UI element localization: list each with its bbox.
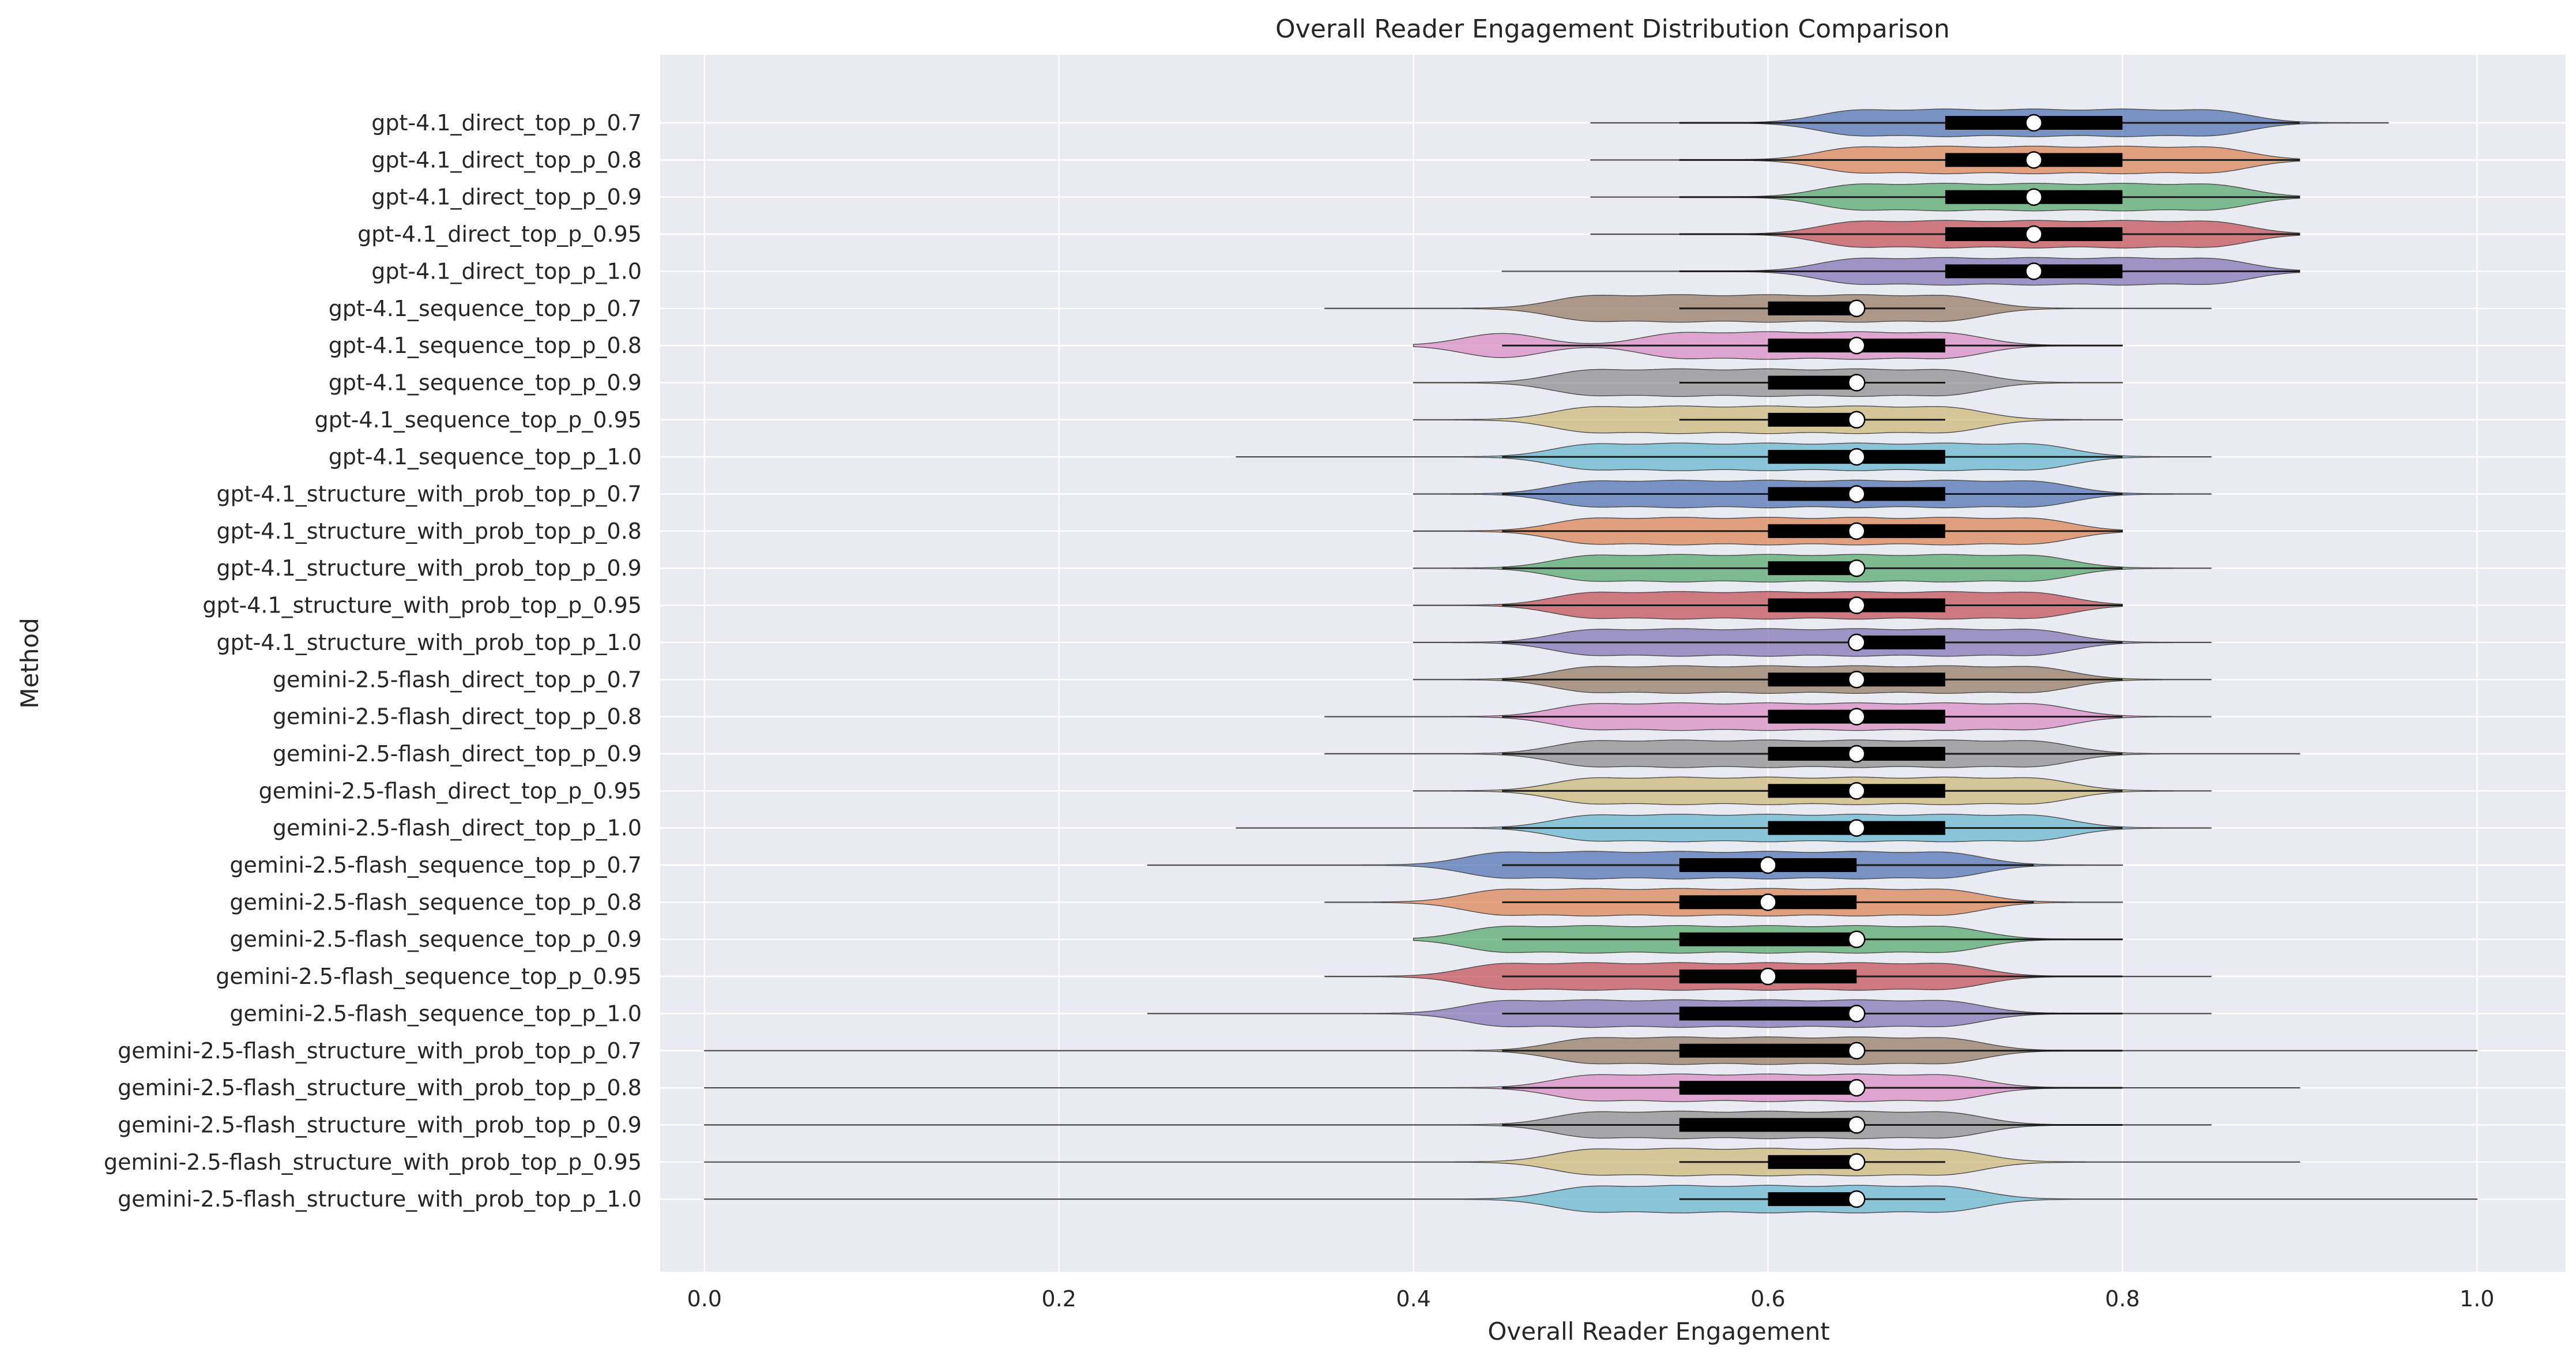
violin-iqr-box bbox=[1768, 412, 1857, 427]
y-tick-label: gemini-2.5-flash_direct_top_p_0.7 bbox=[273, 667, 642, 692]
y-tick-label: gpt-4.1_sequence_top_p_0.9 bbox=[329, 370, 642, 395]
violin-median-marker bbox=[1847, 559, 1866, 577]
violin-median-marker bbox=[1847, 782, 1866, 800]
violin-median-marker bbox=[2025, 114, 2043, 132]
violin-iqr-box bbox=[1679, 1118, 1857, 1132]
x-tick-label: 1.0 bbox=[2460, 1286, 2494, 1312]
y-tick-label: gpt-4.1_direct_top_p_0.7 bbox=[371, 110, 642, 136]
x-axis-label: Overall Reader Engagement bbox=[1487, 1317, 1829, 1346]
violin-iqr-box bbox=[1768, 1155, 1857, 1169]
violin-median-marker bbox=[1847, 522, 1866, 540]
x-tick-label: 0.0 bbox=[687, 1286, 722, 1312]
chart-title: Overall Reader Engagement Distribution C… bbox=[1275, 14, 1950, 44]
violin-iqr-box bbox=[1679, 932, 1857, 946]
y-tick-label: gpt-4.1_structure_with_prob_top_p_0.95 bbox=[202, 593, 642, 618]
x-tick-label: 0.8 bbox=[2105, 1286, 2140, 1312]
y-tick-label: gemini-2.5-flash_direct_top_p_0.95 bbox=[259, 778, 642, 803]
x-tick-labels: 0.0 0.2 0.4 0.6 0.8 1.0 bbox=[687, 1286, 2495, 1312]
y-tick-label: gemini-2.5-flash_sequence_top_p_0.95 bbox=[216, 964, 642, 989]
y-axis-label: Method bbox=[16, 618, 44, 709]
y-tick-label: gemini-2.5-flash_sequence_top_p_1.0 bbox=[229, 1001, 642, 1026]
violin-median-marker bbox=[1847, 745, 1866, 763]
violin-median-marker bbox=[1847, 596, 1866, 614]
violin-median-marker bbox=[1847, 485, 1866, 503]
y-tick-label: gemini-2.5-flash_direct_top_p_0.9 bbox=[273, 741, 642, 766]
violin-median-marker bbox=[1847, 411, 1866, 429]
violin-median-marker bbox=[2025, 151, 2043, 169]
violin-median-marker bbox=[1759, 856, 1777, 874]
plot-area bbox=[660, 55, 2566, 1272]
violin-median-marker bbox=[1847, 1116, 1866, 1134]
violins bbox=[704, 108, 2477, 1213]
y-tick-label: gpt-4.1_structure_with_prob_top_p_0.9 bbox=[217, 555, 642, 581]
y-tick-labels: gpt-4.1_direct_top_p_0.7 gpt-4.1_direct_t… bbox=[104, 110, 642, 1212]
violin-body bbox=[704, 1185, 2477, 1213]
violin-iqr-box bbox=[1679, 1006, 1857, 1021]
x-tick-label: 0.4 bbox=[1396, 1286, 1430, 1312]
violin-median-marker bbox=[1847, 1153, 1866, 1171]
violin-median-marker bbox=[1847, 1005, 1866, 1023]
y-tick-label: gemini-2.5-flash_structure_with_prob_top… bbox=[104, 1149, 642, 1175]
violin-median-marker bbox=[1759, 967, 1777, 986]
y-tick-label: gpt-4.1_direct_top_p_1.0 bbox=[371, 258, 642, 284]
y-tick-label: gpt-4.1_direct_top_p_0.9 bbox=[371, 185, 642, 210]
violin-iqr-box bbox=[1856, 635, 1945, 649]
violin-median-marker bbox=[2025, 188, 2043, 206]
violin-median-marker bbox=[1847, 671, 1866, 689]
violin-iqr-box bbox=[1768, 375, 1857, 390]
y-tick-label: gemini-2.5-flash_structure_with_prob_top… bbox=[118, 1112, 642, 1137]
y-tick-label: gemini-2.5-flash_structure_with_prob_top… bbox=[118, 1186, 642, 1212]
y-tick-label: gemini-2.5-flash_direct_top_p_0.8 bbox=[273, 704, 642, 730]
violin-median-marker bbox=[1847, 633, 1866, 652]
y-tick-label: gpt-4.1_direct_top_p_0.95 bbox=[357, 221, 642, 247]
violin-median-marker bbox=[1847, 448, 1866, 466]
violin-iqr-box bbox=[1768, 1192, 1857, 1207]
violin-median-marker bbox=[1847, 299, 1866, 317]
y-tick-label: gpt-4.1_sequence_top_p_0.95 bbox=[315, 407, 642, 433]
y-tick-label: gemini-2.5-flash_sequence_top_p_0.7 bbox=[229, 852, 642, 878]
violin-median-marker bbox=[2025, 262, 2043, 280]
violin-iqr-box bbox=[1679, 1081, 1857, 1095]
violin-iqr-box bbox=[1768, 301, 1857, 315]
y-tick-label: gpt-4.1_sequence_top_p_0.8 bbox=[329, 333, 642, 358]
y-tick-label: gemini-2.5-flash_structure_with_prob_top… bbox=[118, 1038, 642, 1064]
violin-median-marker bbox=[1759, 893, 1777, 911]
y-tick-label: gemini-2.5-flash_sequence_top_p_0.8 bbox=[229, 889, 642, 915]
violin-median-marker bbox=[1847, 1042, 1866, 1059]
violin-median-marker bbox=[2025, 225, 2043, 243]
y-tick-label: gpt-4.1_direct_top_p_0.8 bbox=[371, 147, 642, 172]
violin-median-marker bbox=[1847, 819, 1866, 837]
x-tick-label: 0.2 bbox=[1042, 1286, 1076, 1312]
violin-iqr-box bbox=[1768, 561, 1857, 576]
y-tick-label: gpt-4.1_structure_with_prob_top_p_0.7 bbox=[217, 482, 642, 507]
y-tick-label: gemini-2.5-flash_sequence_top_p_0.9 bbox=[229, 927, 642, 952]
y-tick-label: gemini-2.5-flash_direct_top_p_1.0 bbox=[273, 816, 642, 841]
violin-iqr-box bbox=[1679, 1043, 1857, 1058]
y-tick-label: gpt-4.1_sequence_top_p_0.7 bbox=[329, 296, 642, 321]
violin-median-marker bbox=[1847, 1190, 1866, 1208]
x-tick-label: 0.6 bbox=[1750, 1286, 1785, 1312]
violin-median-marker bbox=[1847, 1079, 1866, 1097]
y-tick-label: gpt-4.1_structure_with_prob_top_p_1.0 bbox=[217, 630, 642, 655]
violin-median-marker bbox=[1847, 708, 1866, 726]
violin-body bbox=[704, 1148, 2300, 1177]
violin-median-marker bbox=[1847, 374, 1866, 392]
y-tick-label: gemini-2.5-flash_structure_with_prob_top… bbox=[118, 1075, 642, 1100]
violin-median-marker bbox=[1847, 336, 1866, 355]
y-tick-label: gpt-4.1_sequence_top_p_1.0 bbox=[329, 444, 642, 469]
violin-median-marker bbox=[1847, 930, 1866, 948]
y-tick-label: gpt-4.1_structure_with_prob_top_p_0.8 bbox=[217, 518, 642, 544]
